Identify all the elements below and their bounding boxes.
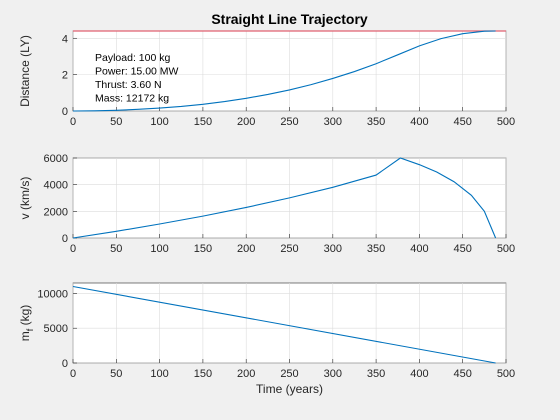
y-axis-label: mf (kg)	[18, 305, 35, 342]
y-tick-label: 5000	[44, 323, 68, 335]
axes-3: 0 50 100 150 200 250 300 350 400 450 5000500010000…	[18, 282, 515, 396]
axes-2: 0 50 100 150 200 250 300 350 400 450 500 0 2000 4000 6…	[18, 153, 515, 255]
annotation-text: Thrust: 3.60 N	[95, 79, 162, 91]
x-tick-label: 200	[237, 116, 255, 128]
series-line-2	[72, 157, 497, 239]
y-tick-label: 10000	[37, 288, 68, 300]
x-tick-label: 0	[70, 116, 76, 128]
y-axis-label-base: m	[18, 331, 32, 341]
x-tick-label: 50	[110, 116, 122, 128]
chart-title: Straight Line Trajectory	[211, 11, 368, 27]
annotation-text: Mass: 12172 kg	[95, 93, 169, 105]
y-axis-label: Distance (LY)	[18, 35, 32, 107]
x-tick-label: 0	[70, 368, 76, 380]
x-tick-label: 400	[410, 243, 428, 255]
x-tick-label: 450	[454, 116, 472, 128]
y-tick-label: 0	[62, 233, 68, 245]
y-tick-label: 6000	[44, 153, 68, 165]
y-tick-label: 0	[62, 358, 68, 370]
x-tick-label: 250	[280, 243, 298, 255]
x-tick-label: 150	[194, 243, 212, 255]
x-tick-label: 250	[280, 116, 298, 128]
x-tick-label: 250	[280, 368, 298, 380]
x-tick-label: 350	[367, 368, 385, 380]
y-axis-label-subscript: f	[25, 328, 35, 331]
y-tick-label: 0	[62, 106, 68, 118]
x-tick-label: 500	[497, 368, 515, 380]
x-tick-label: 350	[367, 116, 385, 128]
y-tick-label: 2	[62, 70, 68, 82]
x-tick-label: 200	[237, 368, 255, 380]
x-tick-label: 500	[497, 116, 515, 128]
x-tick-label: 100	[150, 243, 168, 255]
x-tick-label: 100	[150, 368, 168, 380]
x-tick-label: 500	[497, 243, 515, 255]
annotation-text: Power: 15.00 MW	[95, 66, 179, 78]
x-tick-label: 300	[324, 116, 342, 128]
axes-1: 0 50 100 150 200 250 300 350 400 450 500 0 2 4 Straigh…	[18, 11, 515, 128]
y-tick-label: 4	[62, 33, 68, 45]
series-line-1	[72, 30, 496, 112]
x-tick-label: 450	[454, 368, 472, 380]
x-tick-label: 300	[324, 368, 342, 380]
y-tick-label: 2000	[44, 206, 68, 218]
y-axis-label: v (km/s)	[18, 177, 32, 220]
y-tick-label: 4000	[44, 180, 68, 192]
x-tick-label: 400	[410, 116, 428, 128]
x-tick-label: 300	[324, 243, 342, 255]
x-tick-label: 150	[194, 116, 212, 128]
series-line-3	[72, 285, 496, 364]
x-tick-label: 50	[110, 368, 122, 380]
annotation-text: Payload: 100 kg	[95, 52, 170, 64]
x-tick-label: 200	[237, 243, 255, 255]
x-tick-label: 0	[70, 243, 76, 255]
y-axis-label-suffix: (kg)	[18, 305, 32, 329]
x-tick-label: 150	[194, 368, 212, 380]
x-tick-label: 350	[367, 243, 385, 255]
x-tick-label: 50	[110, 243, 122, 255]
x-axis-label: Time (years)	[256, 382, 323, 396]
x-tick-label: 400	[410, 368, 428, 380]
x-tick-label: 450	[454, 243, 472, 255]
x-tick-label: 100	[150, 116, 168, 128]
